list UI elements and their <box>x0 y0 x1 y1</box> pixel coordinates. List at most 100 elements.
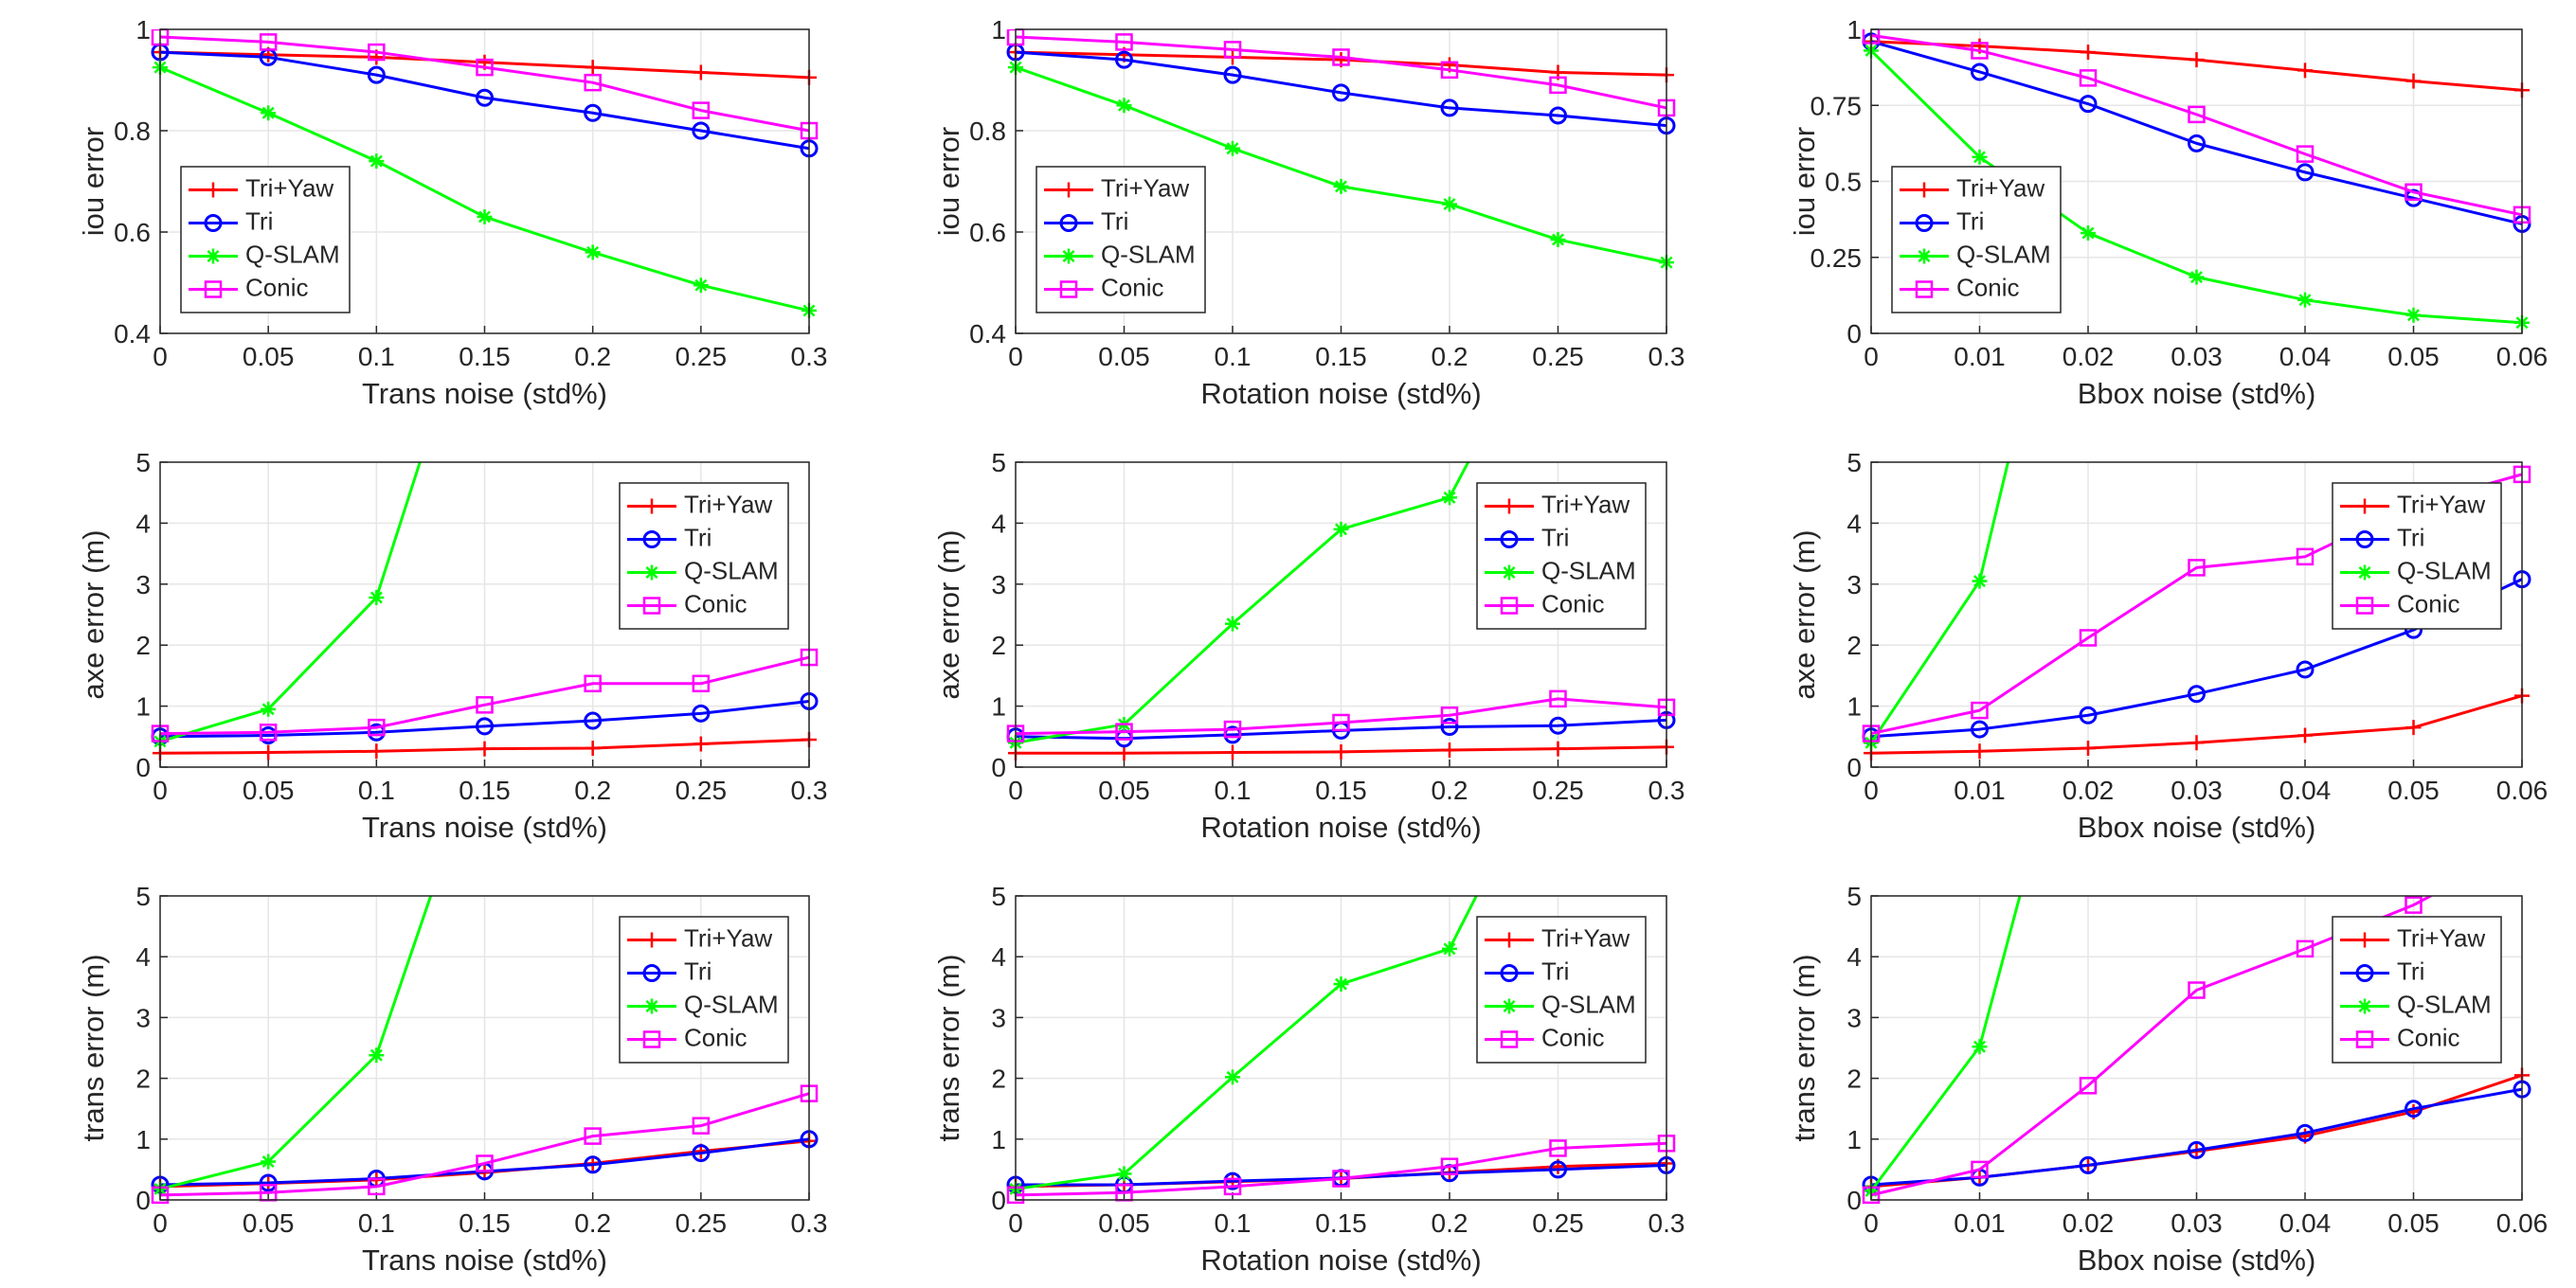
y-tick-label: 2 <box>135 1064 151 1094</box>
x-tick-label: 0.05 <box>1098 1208 1150 1238</box>
marker <box>368 718 386 737</box>
marker <box>2355 530 2374 548</box>
legend-label: Conic <box>245 273 308 301</box>
legend-label: Tri <box>1956 206 1984 235</box>
legend-label: Conic <box>1541 589 1604 617</box>
marker <box>476 1154 494 1172</box>
marker <box>642 1030 661 1048</box>
series-line <box>1015 1141 1667 1197</box>
marker <box>1502 932 1517 948</box>
axes-box <box>159 28 810 334</box>
marker <box>1440 1157 1459 1175</box>
marker <box>1061 182 1076 198</box>
marker <box>1971 720 1989 739</box>
axes-box <box>1870 895 2523 1201</box>
x-tick-label: 0.06 <box>2496 1208 2549 1238</box>
marker <box>585 244 601 260</box>
y-tick-label: 1 <box>1846 15 1862 45</box>
marker <box>585 60 601 76</box>
x-tick-label: 0.3 <box>1648 342 1685 371</box>
legend-label: Tri <box>684 957 712 985</box>
x-tick-label: 0.05 <box>2387 776 2440 805</box>
x-tick-label: 0.15 <box>459 776 511 805</box>
marker <box>2079 1155 2098 1174</box>
marker <box>1502 564 1517 581</box>
legend-label: Tri+Yaw <box>1101 173 1189 202</box>
x-tick-label: 0.2 <box>1432 776 1468 805</box>
y-tick-label: 4 <box>991 509 1006 538</box>
data-layer <box>1862 29 2531 331</box>
marker <box>692 1117 711 1135</box>
x-axis-label: Bbox noise (std%) <box>2078 377 2316 410</box>
axes-box <box>1870 28 2523 334</box>
marker <box>1971 42 1989 60</box>
series-line <box>1870 40 2523 225</box>
marker <box>2079 629 2098 647</box>
series-line <box>1870 578 2523 739</box>
marker <box>2357 564 2372 581</box>
x-tick-label: 0.25 <box>1532 776 1584 805</box>
y-axis-label: axe error (m) <box>77 529 110 699</box>
x-tick-label: 0.04 <box>2279 342 2332 371</box>
marker <box>2081 45 2096 61</box>
marker <box>206 248 221 264</box>
marker <box>1116 745 1132 761</box>
marker <box>1917 182 1932 198</box>
axes-box <box>1015 28 1667 334</box>
marker <box>2357 498 2372 514</box>
legend-label: Conic <box>684 589 747 617</box>
x-tick-label: 0.25 <box>1532 1208 1584 1238</box>
marker <box>1115 723 1133 741</box>
marker <box>2189 735 2205 751</box>
y-tick-label: 0 <box>135 753 151 782</box>
legend-label: Conic <box>2397 1023 2459 1051</box>
series-line <box>159 699 810 739</box>
marker <box>2079 95 2098 114</box>
series-line <box>159 462 422 743</box>
y-tick-label: 0.8 <box>969 116 1006 146</box>
legend-label: Q-SLAM <box>1101 240 1196 268</box>
axes: 0 0.01 0.02 0.03 0.04 0.05 0.06 0 0.25 0.5 0.75 1 Bb… <box>1788 15 2548 410</box>
marker <box>1500 597 1519 615</box>
y-tick-label: 0.75 <box>1810 91 1863 120</box>
marker <box>692 101 711 119</box>
x-tick-label: 0.03 <box>2171 776 2223 805</box>
marker <box>367 65 386 84</box>
legend-label: Tri <box>1541 957 1569 985</box>
legend-label: Q-SLAM <box>1541 990 1636 1018</box>
x-tick-label: 0.2 <box>574 1208 611 1238</box>
x-tick-label: 0.15 <box>459 1208 511 1238</box>
marker <box>1442 742 1457 758</box>
y-axis-label: trans error (m) <box>77 954 110 1141</box>
x-axis-label: Trans noise (std%) <box>362 377 607 410</box>
axes-box <box>1015 895 1667 1201</box>
legend: Tri+Yaw Tri Q-SLAM Conic <box>619 482 789 630</box>
y-tick-label: 5 <box>135 448 151 477</box>
marker <box>1500 530 1519 548</box>
marker <box>1333 521 1349 537</box>
x-tick-label: 0 <box>153 342 168 371</box>
y-tick-label: 4 <box>135 509 151 538</box>
y-tick-label: 3 <box>1846 1003 1862 1032</box>
y-axis-label: axe error (m) <box>1788 529 1821 699</box>
marker <box>1333 976 1349 993</box>
x-tick-label: 0.05 <box>243 776 295 805</box>
marker <box>1440 98 1459 117</box>
marker <box>2081 225 2096 242</box>
marker <box>2188 559 2206 577</box>
marker <box>2405 720 2422 736</box>
marker <box>2405 307 2422 323</box>
y-tick-label: 2 <box>1846 631 1862 660</box>
y-tick-label: 1 <box>991 1125 1006 1154</box>
x-tick-label: 0.2 <box>1432 1208 1468 1238</box>
x-tick-label: 0.3 <box>791 342 828 371</box>
marker <box>259 1173 278 1192</box>
y-tick-label: 1 <box>991 692 1006 722</box>
marker <box>1059 214 1078 232</box>
marker <box>642 964 661 982</box>
y-tick-label: 0 <box>135 1186 151 1215</box>
marker <box>644 498 659 514</box>
series-line <box>159 1092 810 1197</box>
marker <box>1972 149 1988 165</box>
